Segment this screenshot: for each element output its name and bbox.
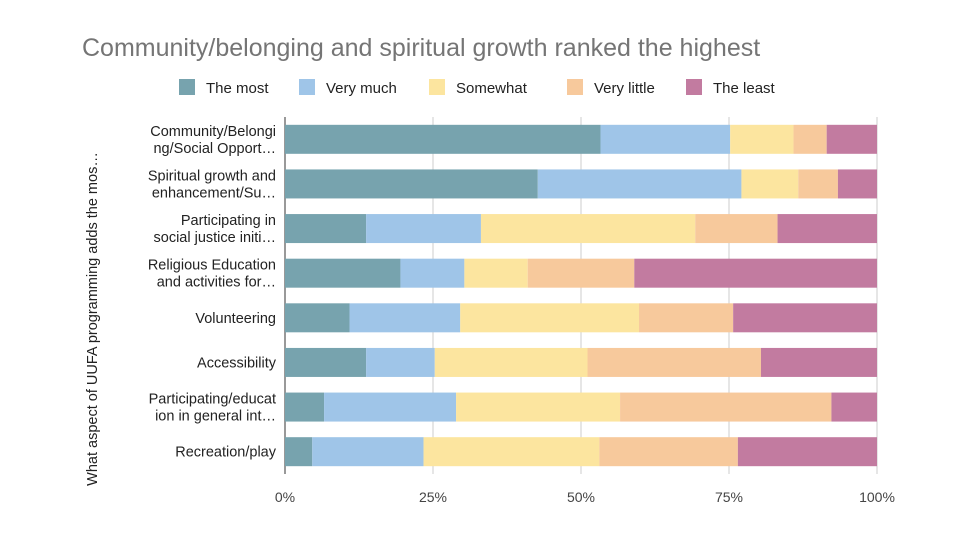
bar-segment xyxy=(730,124,794,154)
bar-segment xyxy=(285,214,367,244)
bar-segment xyxy=(620,392,832,422)
bar-segment xyxy=(285,437,313,467)
bar-segment xyxy=(634,258,877,288)
bar-segment xyxy=(464,258,528,288)
bar-segment xyxy=(366,214,481,244)
bar-segment xyxy=(285,169,538,199)
category-label: Religious Education and activities for… xyxy=(148,258,276,291)
bar-segment xyxy=(760,347,877,377)
bar-segment xyxy=(324,392,457,422)
category-label: Community/Belongi ng/Social Opport… xyxy=(150,124,276,157)
legend: The most Very much Somewhat Very little The … xyxy=(179,79,776,97)
category-labels: Community/Belongi ng/Social Opport… Spirit… xyxy=(148,124,277,461)
category-label: Participating in social justice initi… xyxy=(154,213,277,246)
bar-segment xyxy=(826,124,877,154)
legend-label: Very much xyxy=(326,80,397,97)
bar-segment xyxy=(285,303,350,333)
bar-segment xyxy=(793,124,827,154)
bar-segment xyxy=(600,124,731,154)
x-tick-label: 100% xyxy=(859,489,895,505)
bar-segment xyxy=(798,169,838,199)
bar-segment xyxy=(599,437,738,467)
x-tick-label: 25% xyxy=(419,489,447,505)
bar-segment xyxy=(737,437,877,467)
bar-segment xyxy=(587,347,761,377)
bar-segment xyxy=(349,303,461,333)
bar-segment xyxy=(837,169,877,199)
category-label: Participating/educat ion in general int… xyxy=(149,392,276,425)
bar-segment xyxy=(456,392,621,422)
bar-segment xyxy=(400,258,465,288)
legend-swatch xyxy=(429,79,445,95)
chart-title: Community/belonging and spiritual growth… xyxy=(82,34,760,62)
bar-segment xyxy=(285,124,601,154)
category-label: Accessibility xyxy=(197,355,277,371)
category-label: Volunteering xyxy=(195,311,276,327)
x-tick-label: 75% xyxy=(715,489,743,505)
x-axis-ticks: 0% 25% 50% 75% 100% xyxy=(275,489,895,505)
bar-segment xyxy=(434,347,588,377)
category-label: Spiritual growth and enhancement/Su… xyxy=(148,168,276,201)
x-tick-label: 50% xyxy=(567,489,595,505)
bar-segment xyxy=(285,258,401,288)
legend-swatch xyxy=(299,79,315,95)
bar-segment xyxy=(285,392,325,422)
x-tick-label: 0% xyxy=(275,489,295,505)
bar-segment xyxy=(831,392,877,422)
bar-segment xyxy=(733,303,877,333)
legend-swatch xyxy=(179,79,195,95)
legend-swatch xyxy=(686,79,702,95)
bar-segment xyxy=(537,169,742,199)
bar-segment xyxy=(423,437,600,467)
bars xyxy=(285,124,877,467)
bar-segment xyxy=(285,347,367,377)
legend-label: Somewhat xyxy=(456,80,528,97)
bar-segment xyxy=(312,437,424,467)
bar-segment xyxy=(695,214,778,244)
y-axis-label: What aspect of UUFA programming adds the… xyxy=(85,152,101,486)
legend-label: The least xyxy=(713,80,776,97)
bar-segment xyxy=(480,214,696,244)
bar-segment xyxy=(366,347,435,377)
category-label: Recreation/play xyxy=(175,445,276,461)
legend-swatch xyxy=(567,79,583,95)
bar-segment xyxy=(639,303,734,333)
legend-label: Very little xyxy=(594,80,655,97)
bar-segment xyxy=(741,169,799,199)
bar-segment xyxy=(527,258,635,288)
bar-segment xyxy=(777,214,877,244)
legend-label: The most xyxy=(206,80,269,97)
bar-segment xyxy=(460,303,640,333)
